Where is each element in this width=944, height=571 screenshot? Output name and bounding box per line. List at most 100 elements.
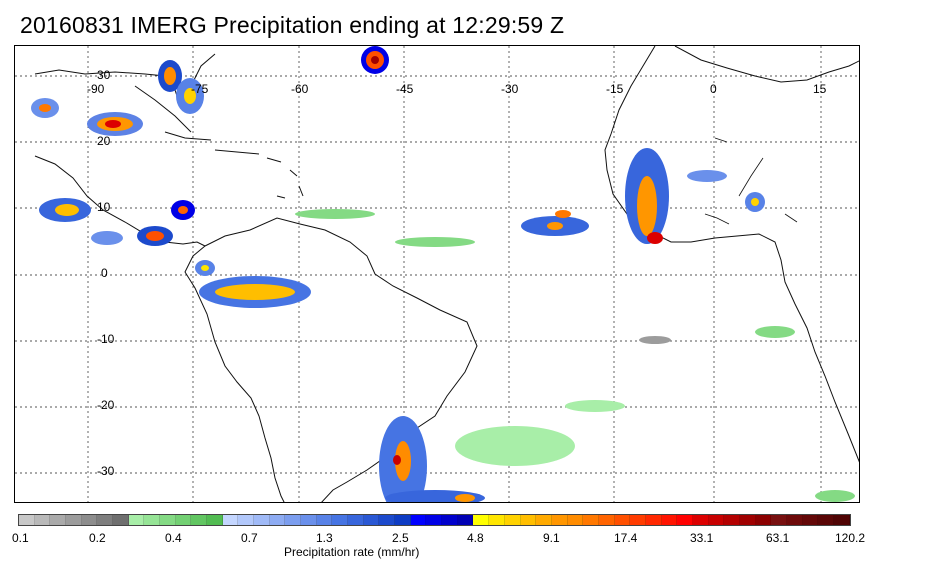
colorbar-swatch (786, 515, 803, 525)
colorbar-swatch (802, 515, 819, 525)
colorbar-swatch (473, 515, 490, 525)
colorbar-title: Precipitation rate (mm/hr) (284, 545, 420, 559)
precip-cell (637, 176, 657, 236)
colorbar-swatch (489, 515, 505, 525)
precipitation-map: -90 -75 -60 -45 -30 -15 0 15 30 20 10 0 … (14, 45, 860, 503)
colorbar-swatch (661, 515, 678, 525)
precip-cell (455, 426, 575, 466)
colorbar-swatch (316, 515, 333, 525)
lat-label: 20 (97, 134, 111, 148)
colorbar-swatch (97, 515, 114, 525)
colorbar-swatch (551, 515, 568, 525)
colorbar-swatch (254, 515, 270, 525)
colorbar-swatch (771, 515, 787, 525)
colorbar-swatch (833, 515, 850, 525)
precip-cell (371, 56, 379, 64)
colorbar-swatch (81, 515, 98, 525)
colorbar-swatch (395, 515, 411, 525)
colorbar-swatch (34, 515, 51, 525)
colorbar-swatch (739, 515, 756, 525)
colorbar-label: 63.1 (766, 531, 790, 545)
colorbar-swatch (442, 515, 458, 525)
colorbar-swatch (363, 515, 380, 525)
colorbar-swatch (128, 515, 145, 525)
coastlines (34, 46, 859, 502)
precip-cell (393, 455, 401, 465)
precip-cell (295, 209, 375, 219)
colorbar-swatch (144, 515, 161, 525)
lon-label: -90 (87, 82, 105, 96)
precip-cell (565, 400, 625, 412)
precip-cell (39, 104, 51, 112)
precip-cell (751, 198, 759, 206)
south-america-coast (184, 217, 478, 502)
central-america-coast (34, 85, 206, 247)
colorbar-swatch (269, 515, 286, 525)
precip-cell (647, 232, 663, 244)
precip-cell (55, 204, 79, 216)
colorbar-label: 0.2 (89, 531, 106, 545)
lon-label: -45 (396, 82, 414, 96)
precip-cell (146, 231, 164, 241)
colorbar-swatch (567, 515, 584, 525)
precip-cell (455, 494, 475, 502)
colorbar-swatch (755, 515, 772, 525)
colorbar-swatch (222, 515, 239, 525)
colorbar-swatch (692, 515, 709, 525)
colorbar-swatch (66, 515, 82, 525)
colorbar-swatch (536, 515, 552, 525)
precip-cell (687, 170, 727, 182)
colorbar-swatch (379, 515, 396, 525)
precip-cell (815, 490, 855, 502)
precip-cell (201, 265, 209, 271)
colorbar-swatch (113, 515, 129, 525)
precip-cell (215, 284, 295, 300)
caribbean-islands (164, 131, 304, 199)
africa-rivers (704, 137, 798, 225)
colorbar-label: 0.7 (241, 531, 258, 545)
colorbar-swatch (191, 515, 208, 525)
lat-label: -30 (97, 464, 115, 478)
precip-cell (639, 336, 671, 344)
lat-label: 30 (97, 68, 111, 82)
colorbar-label: 120.2 (835, 531, 866, 545)
lat-label: 10 (97, 200, 111, 214)
colorbar-swatch (175, 515, 192, 525)
lon-label: -75 (191, 82, 209, 96)
precip-cell (105, 120, 121, 128)
colorbar-swatch (207, 515, 223, 525)
colorbar-label: 0.4 (165, 531, 182, 545)
colorbar-label: 33.1 (690, 531, 714, 545)
map-canvas (15, 46, 859, 502)
precip-cell (395, 237, 475, 247)
colorbar-swatch (520, 515, 537, 525)
lat-label: 0 (101, 266, 108, 280)
colorbar-label: 2.5 (392, 531, 409, 545)
precip-cell (184, 88, 196, 104)
precip-cell (178, 206, 188, 214)
colorbar-swatch (238, 515, 255, 525)
colorbar-swatch (348, 515, 364, 525)
colorbar-swatch (504, 515, 521, 525)
colorbar-swatch (19, 515, 35, 525)
precip-cell (555, 210, 571, 218)
colorbar-swatch (410, 515, 427, 525)
colorbar-swatch (426, 515, 443, 525)
lon-label: 0 (710, 82, 717, 96)
lon-label: -60 (291, 82, 309, 96)
colorbar-label: 4.8 (467, 531, 484, 545)
precip-cell (547, 222, 563, 230)
colorbar-label: 17.4 (614, 531, 638, 545)
africa-coast (604, 46, 859, 463)
precipitation-cells (31, 46, 855, 502)
colorbar-swatch (301, 515, 317, 525)
colorbar-swatch (724, 515, 740, 525)
precip-cell (164, 67, 176, 85)
colorbar-label: 9.1 (543, 531, 560, 545)
colorbar-swatch (708, 515, 725, 525)
colorbar-swatch (160, 515, 176, 525)
map-title: 20160831 IMERG Precipitation ending at 1… (20, 12, 565, 38)
gridlines (15, 46, 859, 502)
precip-cell (395, 441, 411, 481)
colorbar-swatch (614, 515, 631, 525)
